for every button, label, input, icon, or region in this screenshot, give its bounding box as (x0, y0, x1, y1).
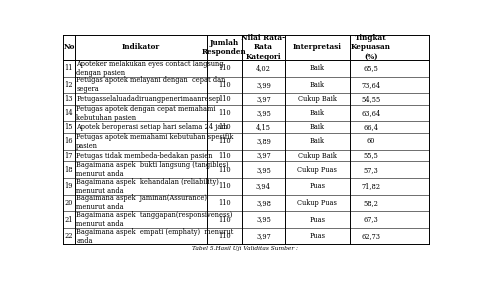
Text: 15: 15 (64, 123, 73, 131)
Text: 67,3: 67,3 (364, 215, 378, 224)
Text: Bagaimana aspek  jaminan(Assurance)
menurut anda: Bagaimana aspek jaminan(Assurance) menur… (76, 195, 207, 212)
Text: 63,64: 63,64 (362, 109, 381, 117)
Text: Petugas apotek melayani dengan  cepat dan
segera: Petugas apotek melayani dengan cepat dan… (76, 76, 226, 93)
Text: 58,2: 58,2 (364, 199, 378, 207)
Text: Interpretasi: Interpretasi (293, 43, 342, 51)
Text: 110: 110 (218, 64, 231, 72)
Text: Jumlah
Responden: Jumlah Responden (202, 39, 247, 56)
Text: 21: 21 (64, 215, 73, 224)
Text: 55,5: 55,5 (364, 151, 378, 160)
Text: Puas: Puas (309, 182, 325, 190)
Text: 71,82: 71,82 (362, 182, 381, 190)
Text: 16: 16 (64, 137, 73, 146)
Text: 12: 12 (64, 81, 73, 89)
Text: 14: 14 (64, 109, 73, 117)
Text: Petugasselaluadadiruangpenerimaanresep: Petugasselaluadadiruangpenerimaanresep (76, 95, 220, 103)
Text: 3,99: 3,99 (256, 81, 271, 89)
Text: 3,95: 3,95 (256, 109, 271, 117)
Text: Puas: Puas (309, 232, 325, 240)
Text: Puas: Puas (309, 215, 325, 224)
Text: 3,94: 3,94 (256, 182, 271, 190)
Text: Tabel 5.Hasil Uji Validitas Sumber :: Tabel 5.Hasil Uji Validitas Sumber : (193, 246, 298, 251)
Text: Baik: Baik (310, 81, 325, 89)
Text: 110: 110 (218, 123, 231, 131)
Text: 110: 110 (218, 166, 231, 174)
Text: 3,97: 3,97 (256, 151, 271, 160)
Text: Baik: Baik (310, 137, 325, 146)
Text: 17: 17 (64, 151, 73, 160)
Text: 4,15: 4,15 (256, 123, 271, 131)
Text: Cukup Puas: Cukup Puas (297, 199, 337, 207)
Text: Apotek beroperasi setiap hari selama 24 jam: Apotek beroperasi setiap hari selama 24 … (76, 123, 228, 131)
Text: 110: 110 (218, 199, 231, 207)
Text: 3,97: 3,97 (256, 95, 271, 103)
Text: 110: 110 (218, 215, 231, 224)
Text: 19: 19 (64, 182, 73, 190)
Text: 4,02: 4,02 (256, 64, 271, 72)
Text: 11: 11 (64, 64, 73, 72)
Text: 110: 110 (218, 109, 231, 117)
Text: Petugas apotek dengan cepat memahami
kebutuhan pasien: Petugas apotek dengan cepat memahami keb… (76, 105, 216, 122)
Text: 57,3: 57,3 (364, 166, 378, 174)
Text: Bagaimana aspek  kehandalan (reliability)
menurut anda: Bagaimana aspek kehandalan (reliability)… (76, 178, 219, 195)
Text: 110: 110 (218, 182, 231, 190)
Text: No: No (63, 43, 75, 51)
Text: Bagaimana aspek  tanggapan(responsiveness)
menurut anda: Bagaimana aspek tanggapan(responsiveness… (76, 211, 233, 228)
Text: Baik: Baik (310, 123, 325, 131)
Text: 60: 60 (367, 137, 376, 146)
Text: Cukup Baik: Cukup Baik (298, 151, 337, 160)
Text: Petugas tidak membeda-bedakan pasien: Petugas tidak membeda-bedakan pasien (76, 151, 213, 160)
Text: 54,55: 54,55 (362, 95, 381, 103)
Text: 3,89: 3,89 (256, 137, 271, 146)
Text: 3,95: 3,95 (256, 215, 271, 224)
Text: 13: 13 (64, 95, 73, 103)
Text: 110: 110 (218, 95, 231, 103)
Text: Baik: Baik (310, 64, 325, 72)
Text: 18: 18 (64, 166, 73, 174)
Text: Cukup Puas: Cukup Puas (297, 166, 337, 174)
Text: 62,73: 62,73 (362, 232, 381, 240)
Text: Indikator: Indikator (122, 43, 160, 51)
Text: 22: 22 (64, 232, 73, 240)
Text: 3,98: 3,98 (256, 199, 271, 207)
Text: Bagaimana aspek  bukti langsung (tangibles)
menurut anda: Bagaimana aspek bukti langsung (tangible… (76, 161, 229, 178)
Text: Nilai Rata-
Rata
Kategori: Nilai Rata- Rata Kategori (241, 34, 285, 61)
Text: Baik: Baik (310, 109, 325, 117)
Text: 73,64: 73,64 (362, 81, 381, 89)
Text: 110: 110 (218, 151, 231, 160)
Text: 110: 110 (218, 137, 231, 146)
Text: Bagaimana aspek  empati (emphaty)  menurut
anda: Bagaimana aspek empati (emphaty) menurut… (76, 228, 234, 244)
Text: 3,95: 3,95 (256, 166, 271, 174)
Text: Apoteker melakukan eyes contact langsung
dengan pasien: Apoteker melakukan eyes contact langsung… (76, 60, 224, 77)
Text: 65,5: 65,5 (364, 64, 378, 72)
Text: Tingkat
Kepuasan
(%): Tingkat Kepuasan (%) (351, 34, 391, 61)
Text: Cukup Baik: Cukup Baik (298, 95, 337, 103)
Text: 66,4: 66,4 (364, 123, 378, 131)
Text: 110: 110 (218, 232, 231, 240)
Text: 110: 110 (218, 81, 231, 89)
Text: 3,97: 3,97 (256, 232, 271, 240)
Text: 20: 20 (64, 199, 73, 207)
Text: Petugas apotek memahami kebutuhan spesifik
pasien: Petugas apotek memahami kebutuhan spesif… (76, 133, 234, 150)
